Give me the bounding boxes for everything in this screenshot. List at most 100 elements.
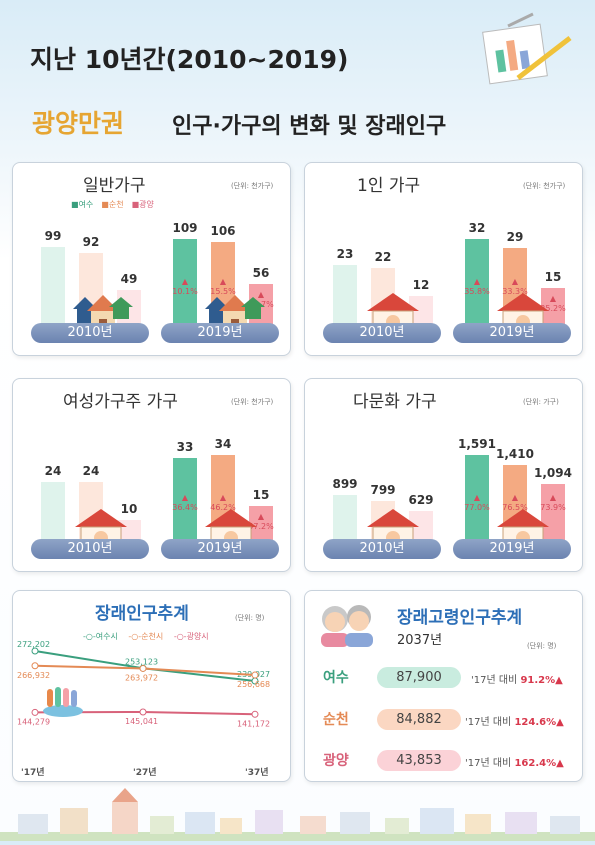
bar-2010-0 bbox=[333, 495, 357, 547]
panel-title: 다문화 가구 bbox=[353, 392, 437, 412]
growth-label: ▲ 46.2% bbox=[210, 493, 236, 512]
elderly-city-yeosu: 여수 bbox=[323, 670, 349, 686]
region-title: 광양만권 bbox=[32, 109, 125, 138]
bar-value: 109 bbox=[172, 221, 198, 235]
panel-unit: (단위: 가구) bbox=[523, 398, 559, 406]
panel-title: 여성가구주 가구 bbox=[63, 392, 178, 412]
x-label-27: '27년 bbox=[133, 768, 157, 778]
bar-value: 22 bbox=[374, 250, 392, 264]
point-suncheon-2 bbox=[251, 671, 259, 679]
year-pill-2010: 2010년 bbox=[31, 539, 149, 559]
panel-legend: ■여수 ■순천 ■광양 bbox=[71, 200, 154, 209]
year-pill-2010: 2010년 bbox=[323, 323, 441, 343]
point-suncheon-0 bbox=[31, 662, 39, 670]
elderly-year: 2037년 bbox=[397, 633, 443, 648]
point-label-yeosu-0: 272,202 bbox=[17, 640, 50, 649]
bar-value: 99 bbox=[44, 229, 62, 243]
bar-value: 23 bbox=[336, 247, 354, 261]
projection-title: 장래인구추계 bbox=[95, 604, 189, 624]
point-label-gwangyang-1: 145,041 bbox=[125, 717, 158, 726]
projection-line-chart: 272,202253,123239,027266,932263,972256,6… bbox=[17, 640, 270, 728]
bar-value: 1,591 bbox=[458, 437, 496, 451]
growth-label: ▲ 10.1% bbox=[172, 277, 198, 296]
panel-title: 1인 가구 bbox=[357, 176, 421, 196]
point-label-gwangyang-0: 144,279 bbox=[17, 717, 50, 726]
bar-value: 106 bbox=[210, 224, 236, 238]
year-pill-2019: 2019년 bbox=[453, 539, 571, 559]
legend-yeosu: 여수시 bbox=[95, 632, 118, 641]
growth-label: ▲ 15.5% bbox=[210, 277, 236, 296]
point-gwangyang-0 bbox=[31, 708, 39, 716]
elderly-value-gwangyang: 43,853 bbox=[377, 750, 461, 771]
year-pill-2010: 2010년 bbox=[323, 539, 441, 559]
point-label-suncheon-1: 263,972 bbox=[125, 673, 158, 682]
elderly-title: 장래고령인구추계 bbox=[397, 608, 523, 628]
point-gwangyang-2 bbox=[251, 710, 259, 718]
point-gwangyang-1 bbox=[139, 708, 147, 716]
panel-unit: (단위: 천가구) bbox=[231, 182, 274, 190]
bar-2019-0 bbox=[465, 455, 489, 547]
bar-value: 1,410 bbox=[496, 447, 534, 461]
bar-2019-2 bbox=[541, 484, 565, 547]
elderly-compare-suncheon: '17년 대비 124.6%▲ bbox=[465, 717, 564, 728]
bar-value: 629 bbox=[408, 493, 434, 507]
year-pill-2019: 2019년 bbox=[161, 323, 279, 343]
bar-value: 49 bbox=[120, 272, 138, 286]
elderly-value-suncheon: 84,882 bbox=[377, 709, 461, 730]
growth-label: ▲ 33.3% bbox=[502, 277, 528, 296]
bar-value: 33 bbox=[176, 440, 194, 454]
bar-value: 92 bbox=[82, 235, 100, 249]
panel-unit: (단위: 천가구) bbox=[231, 398, 274, 406]
bar-2019-0 bbox=[465, 239, 489, 331]
page-title: 지난 10년간(2010~2019) bbox=[30, 45, 349, 74]
point-suncheon-1 bbox=[139, 664, 147, 672]
bar-2010-0 bbox=[333, 265, 357, 331]
growth-label: ▲ 76.5% bbox=[502, 493, 528, 512]
town-illustration bbox=[0, 788, 595, 841]
bar-2010-0 bbox=[41, 482, 65, 547]
elderly-city-gwangyang: 광양 bbox=[323, 753, 349, 769]
elderly-unit: (단위: 명) bbox=[527, 642, 557, 650]
year-pill-2019: 2019년 bbox=[453, 323, 571, 343]
elderly-value-yeosu: 87,900 bbox=[377, 667, 461, 688]
x-label-37: '37년 bbox=[245, 768, 269, 778]
legend-suncheon: 순천시 bbox=[141, 632, 164, 641]
growth-label: ▲ 47.2% bbox=[248, 512, 274, 531]
growth-label: ▲ 73.9% bbox=[540, 493, 566, 512]
panel-single-households: 1인 가구 (단위: 천가구) 23 22 12 32 ▲ 35.8% 29 ▲ 33.3% 15 ▲ 2… bbox=[304, 162, 583, 356]
bar-value: 12 bbox=[412, 278, 430, 292]
bar-2019-0 bbox=[173, 458, 197, 547]
year-pill-2010: 2010년 bbox=[31, 323, 149, 343]
bar-value: 56 bbox=[252, 266, 270, 280]
bar-value: 24 bbox=[44, 464, 62, 478]
subtitle: 인구·가구의 변화 및 장래인구 bbox=[172, 114, 447, 139]
people-illustration bbox=[41, 683, 85, 717]
panel-unit: (단위: 천가구) bbox=[523, 182, 566, 190]
legend-gwangyang: 광양시 bbox=[186, 632, 209, 641]
bar-value: 15 bbox=[544, 270, 562, 284]
growth-label: ▲ 36.4% bbox=[172, 493, 198, 512]
x-label-17: '17년 bbox=[21, 768, 45, 778]
elderly-compare-yeosu: '17년 대비 91.2%▲ bbox=[471, 675, 563, 686]
panel-general-households: 일반가구 (단위: 천가구) ■여수 ■순천 ■광양 99 92 49 109 ▲ 10.1% 106… bbox=[12, 162, 291, 356]
bar-value: 29 bbox=[506, 230, 524, 244]
doc-illustration bbox=[478, 8, 573, 88]
panel-population-projection: 장래인구추계 (단위: 명) -○-여수시 -○-순천시 -○-광양시 272,… bbox=[12, 590, 291, 782]
point-label-suncheon-0: 266,932 bbox=[17, 671, 50, 680]
year-pill-2019: 2019년 bbox=[161, 539, 279, 559]
bar-value: 24 bbox=[82, 464, 100, 478]
elderly-compare-gwangyang: '17년 대비 162.4%▲ bbox=[465, 758, 564, 769]
elderly-couple-illustration bbox=[315, 597, 379, 647]
bar-value: 10 bbox=[120, 502, 138, 516]
growth-label: ▲ 77.0% bbox=[464, 493, 490, 512]
bar-2019-0 bbox=[173, 239, 197, 331]
growth-label: ▲ 35.8% bbox=[464, 277, 490, 296]
projection-legend: -○-여수시 -○-순천시 -○-광양시 bbox=[83, 632, 209, 641]
point-yeosu-0 bbox=[31, 647, 39, 655]
point-label-yeosu-1: 253,123 bbox=[125, 657, 158, 666]
bar-value: 899 bbox=[332, 477, 358, 491]
projection-unit: (단위: 명) bbox=[235, 614, 265, 622]
bar-value: 32 bbox=[468, 221, 486, 235]
bar-value: 1,094 bbox=[534, 466, 572, 480]
panel-title: 일반가구 bbox=[83, 176, 146, 196]
